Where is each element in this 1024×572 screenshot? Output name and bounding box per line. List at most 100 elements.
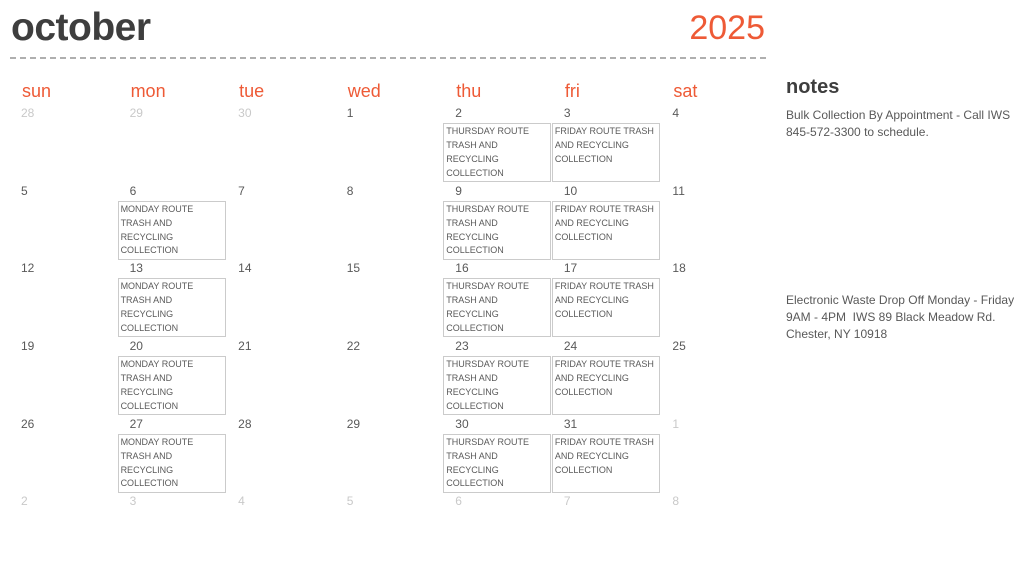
day-cell: 12 [9, 258, 118, 337]
date-number-muted: 5 [346, 494, 354, 509]
day-cell: 20 MONDAY ROUTE TRASH AND RECYCLING COLLE… [117, 336, 227, 416]
date-number: 15 [346, 261, 361, 276]
date-number: 26 [21, 416, 35, 431]
day-cell: 31 FRIDAY ROUTE TRASH AND RECYCLING COLLE… [551, 414, 661, 493]
note-item-1: Bulk Collection By Appointment - Call IW… [786, 107, 1022, 141]
notes-title: notes [786, 76, 840, 98]
month-title: october [11, 6, 151, 49]
day-cell: 7 [552, 491, 661, 508]
note-line: 9AM - 4PM IWS 89 Black Meadow Rd. [786, 310, 996, 324]
day-cell: 4 [226, 491, 335, 508]
event-friday-route-collection: FRIDAY ROUTE TRASH AND RECYCLING COLLECT… [551, 200, 660, 260]
week-row-6: 2 3 4 5 6 7 8 [9, 491, 769, 508]
date-number: 5 [21, 183, 28, 198]
event-thursday-route-collection: THURSDAY ROUTE TRASH AND RECYCLING COLLE… [443, 356, 552, 416]
date-number: 23 [455, 339, 469, 354]
date-number: 20 [129, 339, 143, 354]
week-row-1: 28 29 30 1 2 THURSDAY ROUTE TRASH AND RECYCLI… [9, 103, 769, 182]
weekday-header-fri: fri [564, 81, 580, 101]
date-number: 12 [21, 261, 35, 276]
date-number: 31 [563, 416, 578, 431]
day-cell: 28 [226, 414, 335, 493]
weekday-header-tue: tue [239, 81, 265, 101]
day-cell: 9 THURSDAY ROUTE TRASH AND RECYCLING COLL… [443, 181, 552, 260]
date-number-muted: 2 [21, 494, 28, 509]
day-cell: 30 THURSDAY ROUTE TRASH AND RECYCLING COL… [443, 414, 552, 493]
weekday-header-mon: mon [130, 81, 166, 101]
date-number: 22 [346, 339, 361, 354]
date-number: 11 [672, 183, 685, 198]
calendar-grid: 28 29 30 1 2 THURSDAY ROUTE TRASH AND RECYCLI… [9, 103, 769, 508]
date-number: 8 [346, 183, 354, 198]
event-thursday-route-collection: THURSDAY ROUTE TRASH AND RECYCLING COLLE… [443, 123, 552, 182]
day-cell: 24 FRIDAY ROUTE TRASH AND RECYCLING COLLE… [551, 336, 661, 416]
day-cell: 28 [9, 103, 118, 182]
day-cell: 10 FRIDAY ROUTE TRASH AND RECYCLING COLLE… [551, 181, 661, 260]
day-cell: 13 MONDAY ROUTE TRASH AND RECYCLING COLLE… [117, 258, 227, 338]
date-number: 13 [129, 261, 143, 276]
day-cell: 7 [226, 181, 335, 260]
date-number: 24 [563, 339, 578, 354]
weekday-header-sat: sat [673, 81, 698, 101]
day-cell: 16 THURSDAY ROUTE TRASH AND RECYCLING COL… [443, 258, 552, 338]
day-cell: 1 [335, 103, 444, 182]
day-cell: 29 [335, 414, 444, 493]
day-cell: 4 [660, 103, 769, 182]
day-cell: 18 [660, 258, 769, 337]
day-cell: 6 MONDAY ROUTE TRASH AND RECYCLING COLLEC… [117, 181, 227, 260]
date-number: 28 [238, 416, 252, 431]
note-line: Electronic Waste Drop Off Monday - Frida… [786, 293, 1015, 307]
day-cell: 17 FRIDAY ROUTE TRASH AND RECYCLING COLLE… [551, 258, 661, 338]
date-number: 29 [346, 416, 361, 431]
day-cell: 27 MONDAY ROUTE TRASH AND RECYCLING COLLE… [117, 414, 227, 493]
note-line: Bulk Collection By Appointment - Call IW… [786, 108, 1011, 122]
weekday-header-thu: thu [456, 81, 482, 101]
date-number: 30 [455, 416, 469, 431]
event-friday-route-collection: FRIDAY ROUTE TRASH AND RECYCLING COLLECT… [551, 433, 660, 493]
day-cell: 2 [9, 491, 118, 508]
date-number-muted: 28 [21, 106, 35, 120]
event-thursday-route-collection: THURSDAY ROUTE TRASH AND RECYCLING COLLE… [443, 278, 552, 338]
day-cell: 1 [660, 414, 769, 493]
event-monday-route-collection: MONDAY ROUTE TRASH AND RECYCLING COLLECT… [117, 433, 226, 493]
notes-panel: notes Bulk Collection By Appointment - C… [786, 74, 1022, 343]
week-row-3: 12 13 MONDAY ROUTE TRASH AND RECYCLING COL… [9, 258, 769, 338]
date-number: 18 [672, 261, 686, 276]
day-cell: 23 THURSDAY ROUTE TRASH AND RECYCLING COL… [443, 336, 552, 416]
day-cell: 8 [335, 181, 444, 260]
date-number: 2 [455, 106, 462, 120]
date-number-muted: 8 [672, 494, 680, 509]
date-number-muted: 3 [129, 494, 137, 509]
day-cell: 19 [9, 336, 118, 415]
day-cell: 25 [660, 336, 769, 415]
date-number: 1 [346, 106, 354, 120]
event-thursday-route-collection: THURSDAY ROUTE TRASH AND RECYCLING COLLE… [443, 200, 552, 260]
event-friday-route-collection: FRIDAY ROUTE TRASH AND RECYCLING COLLECT… [551, 356, 660, 416]
date-number-muted: 7 [563, 494, 571, 509]
date-number: 21 [238, 339, 252, 354]
date-number-muted: 29 [129, 106, 143, 120]
date-number-muted: 6 [455, 494, 462, 509]
event-monday-route-collection: MONDAY ROUTE TRASH AND RECYCLING COLLECT… [117, 356, 226, 416]
note-line: 845-572-3300 to schedule. [786, 125, 929, 139]
day-cell: 2 THURSDAY ROUTE TRASH AND RECYCLING COLL… [443, 103, 552, 182]
date-number-muted: 1 [672, 416, 680, 431]
weekday-header-wed: wed [347, 81, 381, 101]
week-row-2: 5 6 MONDAY ROUTE TRASH AND RECYCLING COLLE… [9, 181, 769, 260]
event-friday-route-collection: FRIDAY ROUTE TRASH AND RECYCLING COLLECT… [551, 278, 660, 338]
day-cell: 3 FRIDAY ROUTE TRASH AND RECYCLING COLLEC… [551, 103, 661, 182]
day-cell: 3 [118, 491, 227, 508]
date-number-muted: 4 [238, 494, 245, 509]
date-number: 25 [672, 339, 686, 354]
week-row-4: 19 20 MONDAY ROUTE TRASH AND RECYCLING COL… [9, 336, 769, 416]
dashed-divider [10, 57, 766, 59]
date-number: 14 [238, 261, 252, 276]
event-monday-route-collection: MONDAY ROUTE TRASH AND RECYCLING COLLECT… [117, 200, 226, 260]
note-line: Chester, NY 10918 [786, 327, 888, 341]
date-number: 7 [238, 183, 245, 198]
day-cell: 22 [335, 336, 444, 415]
date-number: 17 [563, 261, 578, 276]
year-label: 2025 [689, 9, 765, 47]
day-cell: 26 [9, 414, 118, 493]
